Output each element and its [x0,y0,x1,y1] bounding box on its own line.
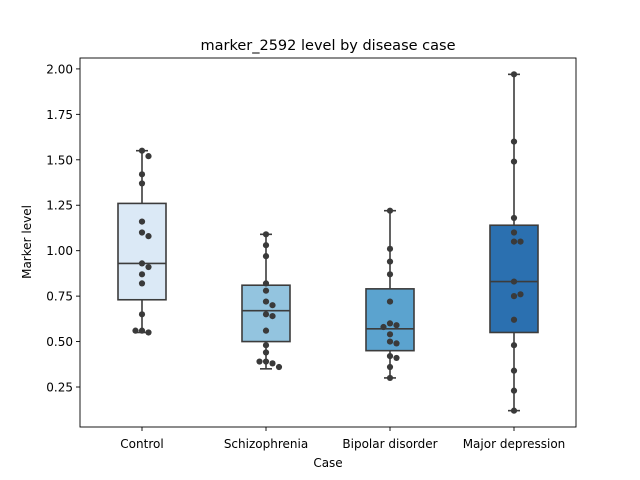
data-point [380,323,387,331]
y-tick-label: 1.00 [46,244,73,258]
data-point [269,302,276,309]
data-point [262,231,270,238]
data-point [510,71,518,78]
data-point [256,358,263,365]
data-point [138,171,146,178]
data-point [262,298,270,305]
data-point [386,338,394,345]
data-point [510,238,518,245]
data-point [386,271,394,278]
data-point [393,322,400,329]
data-point [510,229,518,236]
data-point [262,242,270,249]
data-point [510,138,518,145]
data-point [517,238,524,245]
y-tick-label: 0.75 [46,290,73,304]
chart-title: marker_2592 level by disease case [201,38,456,54]
data-point [269,313,276,320]
data-point [386,245,394,252]
data-point [145,263,152,271]
data-point [510,387,518,394]
plot-frame [79,57,577,428]
data-point [386,320,394,327]
data-point [510,278,518,285]
data-point [138,180,146,187]
x-tick-label: Control [120,437,163,451]
y-axis: 0.25 0.50 0.75 1.00 1.25 1.50 1.75 2.00 [46,62,80,395]
data-point [262,358,270,365]
data-point [145,153,152,160]
y-tick-label: 1.75 [46,108,73,122]
y-tick-label: 1.25 [46,199,73,213]
data-point [262,311,270,318]
x-tick-label: Schizophrenia [224,437,308,451]
data-point [393,340,400,347]
data-point [393,354,400,362]
data-point [386,374,394,382]
data-points [132,71,524,414]
data-point [510,214,518,222]
data-point [386,363,394,371]
data-point [138,327,146,334]
data-point [510,293,518,300]
y-tick-label: 0.50 [46,335,73,349]
data-point [386,298,394,305]
data-point [145,329,152,336]
data-point [138,271,146,278]
data-point [262,287,270,294]
data-point [138,260,146,267]
data-point [510,158,518,165]
x-axis-label: Case [313,456,342,470]
data-point [275,363,283,371]
data-point [517,291,524,298]
data-point [138,311,146,318]
data-point [510,316,518,323]
data-point [145,233,152,240]
data-point [262,280,270,287]
y-axis-label: Marker level [20,205,34,279]
data-point [262,342,270,349]
data-point [510,407,518,414]
data-point [138,229,146,236]
x-tick-label: Major depression [463,437,566,451]
y-tick-label: 1.50 [46,153,73,167]
data-point [138,218,146,225]
data-point [386,258,394,265]
data-point [138,280,146,287]
data-point [262,327,270,334]
data-point [386,353,394,360]
y-tick-label: 0.25 [46,381,73,395]
data-point [386,331,394,338]
x-axis: Control Schizophrenia Bipolar disorder Majo… [120,427,565,451]
data-point [510,342,518,349]
data-point [510,367,518,374]
data-point [262,349,270,356]
data-point [132,327,139,334]
y-tick-label: 2.00 [46,62,73,76]
data-point [269,360,276,367]
x-tick-label: Bipolar disorder [342,437,437,451]
data-point [262,253,270,260]
data-point [138,147,146,154]
data-point [386,207,394,214]
